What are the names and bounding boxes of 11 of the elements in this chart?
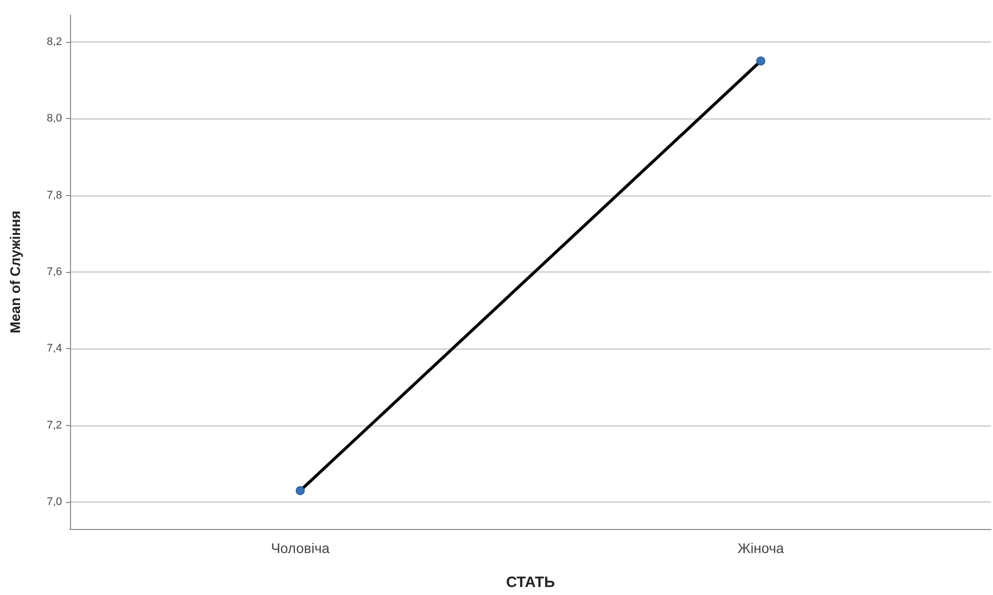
y-axis-title: Mean of Служіння bbox=[7, 210, 23, 334]
y-tick-label: 7,4 bbox=[46, 342, 62, 355]
x-tick-label: Чоловіча bbox=[270, 540, 330, 556]
y-tick-label: 8,0 bbox=[46, 112, 62, 125]
y-tick-label: 7,8 bbox=[46, 189, 62, 202]
y-tick-label: 7,6 bbox=[46, 266, 62, 278]
y-tick-label: 7,2 bbox=[46, 419, 62, 432]
y-tick-label: 8,2 bbox=[46, 36, 62, 48]
x-axis-title: СТАТЬ bbox=[506, 574, 556, 591]
x-tick-label: Жіноча bbox=[738, 540, 784, 556]
y-tick-label: 7,0 bbox=[46, 496, 62, 508]
